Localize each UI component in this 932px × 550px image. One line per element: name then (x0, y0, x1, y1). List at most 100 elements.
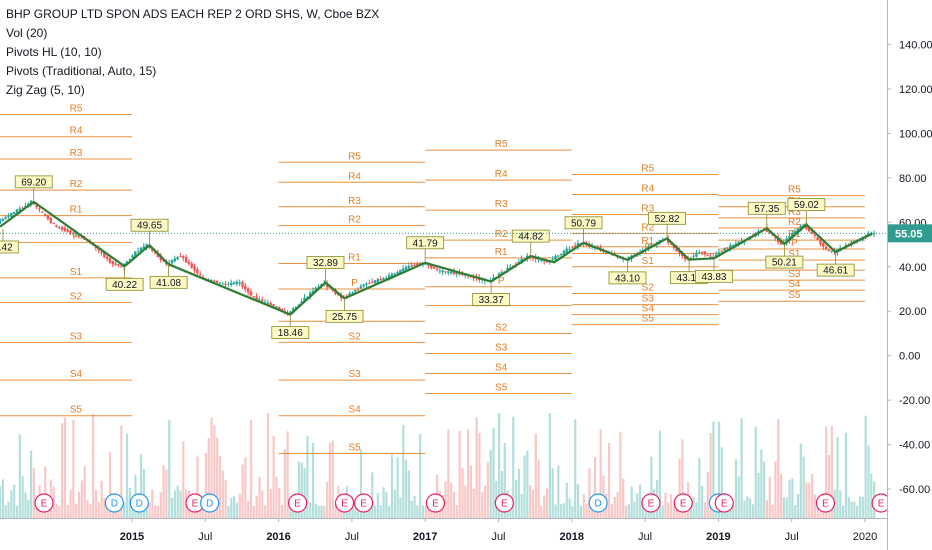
event-letter: E (41, 499, 48, 510)
volume-bar (574, 419, 577, 518)
indicator-volume[interactable]: Vol (20) (6, 26, 48, 40)
dividend-marker[interactable]: D (588, 493, 608, 513)
pivot-label-text: 50.79 (571, 218, 596, 229)
event-markers[interactable]: EDDEDEEEEEDEEDEEE (34, 493, 891, 513)
candle-body (246, 288, 250, 293)
volume-bar (667, 502, 670, 518)
earnings-marker[interactable]: E (714, 493, 734, 513)
time-tick-label: 2016 (266, 531, 290, 543)
price-tick-label: 0.00 (899, 351, 920, 363)
candle-body (452, 271, 456, 274)
event-circle (673, 493, 693, 513)
volume-bar (608, 442, 611, 518)
volume-bar (565, 482, 568, 518)
candle-body (401, 268, 405, 272)
volume-bar (811, 473, 814, 518)
candle-body (128, 259, 131, 261)
volume-bar (86, 500, 89, 518)
candle-body (4, 217, 7, 219)
volume-bar (77, 491, 81, 518)
volume-bar (630, 486, 633, 518)
pivot-level-label: R5 (641, 164, 654, 175)
volume-bar (255, 495, 258, 518)
earnings-marker[interactable]: E (288, 493, 308, 513)
candle-body (41, 211, 44, 213)
candle-body (669, 243, 673, 245)
volume-bar (709, 433, 712, 518)
earnings-marker[interactable]: E (673, 493, 693, 513)
event-letter: D (595, 499, 602, 510)
dividend-marker[interactable]: D (200, 493, 220, 513)
earnings-marker[interactable]: E (425, 493, 446, 513)
volume-bar (788, 479, 791, 518)
volume-bar (168, 420, 171, 518)
volume-bar (210, 417, 213, 518)
earnings-marker[interactable]: E (334, 493, 355, 513)
volume-bar (717, 421, 721, 518)
candle-body (235, 281, 239, 285)
volume-bar (771, 504, 774, 518)
indicator-pivots-traditional[interactable]: Pivots (Traditional, Auto, 15) (6, 64, 157, 78)
candle-body (872, 233, 876, 235)
earnings-marker[interactable]: E (815, 493, 836, 513)
indicator-pivots-hl[interactable]: Pivots HL (10, 10) (6, 45, 102, 59)
candle-body (105, 256, 109, 259)
volume-bar (148, 502, 151, 518)
volume-bar (545, 488, 549, 518)
volume-bar (373, 505, 377, 518)
volume-bar (481, 492, 484, 518)
indicator-zigzag[interactable]: Zig Zag (5, 10) (6, 83, 85, 97)
volume-bar (292, 505, 295, 518)
volume-bar (858, 496, 862, 518)
volume-bar (526, 450, 529, 518)
candle-body (244, 285, 247, 290)
volume-bar (765, 500, 769, 518)
volume-bar (97, 502, 100, 518)
pivot-label-box (149, 275, 188, 289)
pivot-label-box (765, 255, 804, 269)
earnings-marker[interactable]: E (494, 493, 514, 513)
volume-bar (241, 464, 244, 518)
volume-bar (779, 474, 783, 518)
dividend-marker[interactable]: D (129, 493, 149, 513)
pivot-level-label: S4 (348, 405, 361, 416)
volume-bar (199, 504, 202, 518)
volume-bar (207, 438, 210, 518)
volume-bar (599, 429, 602, 518)
price-axis[interactable]: 140.00120.00100.0080.0060.0040.0020.000.… (887, 0, 932, 550)
zigzag-line (0, 200, 873, 316)
pivot-label-text: 44.82 (518, 232, 543, 243)
time-axis[interactable]: 2015 Jul 2016 Jul 2017 Jul 2018 Jul 2019 Jul 2020 (0, 518, 932, 550)
candle-body (424, 263, 427, 265)
pivot-label-text: 41.79 (413, 238, 438, 249)
candle-body (703, 251, 707, 255)
pivot-level-label: S5 (642, 314, 655, 325)
candle-body (542, 260, 546, 262)
volume-bar (483, 485, 487, 518)
candle-body (399, 269, 402, 273)
volume-bar (0, 486, 2, 518)
volume-bar (450, 482, 453, 518)
volume-bar (196, 456, 199, 518)
volume-bar (796, 494, 800, 518)
event-circle (815, 493, 836, 513)
volume-bar (853, 501, 856, 518)
candle-body (35, 205, 38, 208)
volume-bar (672, 505, 676, 518)
volume-bar (782, 497, 786, 518)
price-tick-label: -40.00 (899, 440, 930, 452)
volume-bar (748, 498, 752, 518)
earnings-marker[interactable]: E (34, 493, 54, 513)
volume-bar (830, 426, 833, 518)
candle-body (390, 274, 394, 277)
earnings-marker[interactable]: E (353, 493, 374, 513)
volume-bar (842, 505, 845, 518)
candle-body (69, 230, 72, 233)
dividend-marker[interactable]: D (104, 493, 124, 513)
volume-bar (856, 505, 859, 518)
pivot-label-text: 52.82 (655, 214, 680, 225)
event-circle (104, 493, 124, 513)
volume-bar (478, 433, 481, 518)
earnings-marker[interactable]: E (641, 493, 661, 513)
